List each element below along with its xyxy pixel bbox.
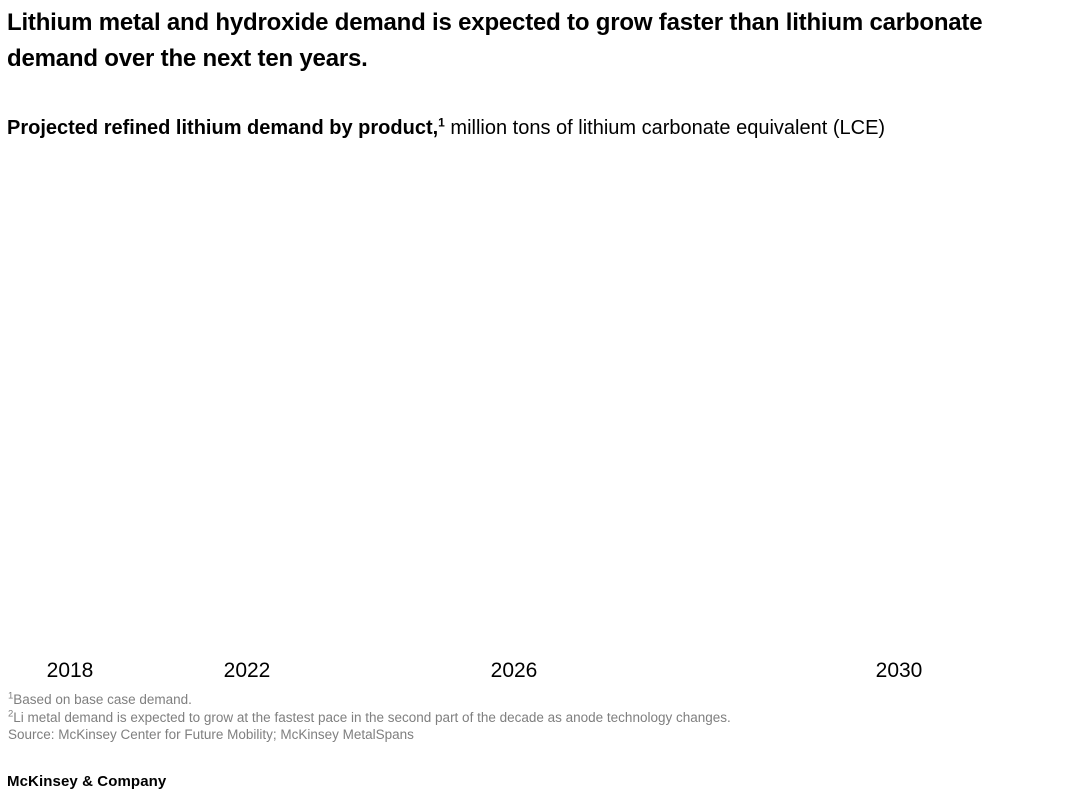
subtitle-bold-text: Projected refined lithium demand by prod… xyxy=(7,117,439,139)
subtitle-units-text: million tons of lithium carbonate equiva… xyxy=(444,117,886,139)
footnote-2: 2Li metal demand is expected to grow at … xyxy=(8,709,731,727)
subtitle-footnote-marker: 1 xyxy=(438,115,445,130)
chart-plot-area xyxy=(7,150,1073,655)
x-axis: 2018 2022 2026 2030 xyxy=(0,659,1080,685)
x-tick-2018: 2018 xyxy=(46,659,94,682)
x-tick-2026: 2026 xyxy=(490,659,538,682)
x-tick-2030: 2030 xyxy=(875,659,923,682)
exhibit-title: Lithium metal and hydroxide demand is ex… xyxy=(7,9,983,72)
exhibit-subtitle: Projected refined lithium demand by prod… xyxy=(7,114,1067,142)
footnote-1: 1Based on base case demand. xyxy=(8,691,731,709)
footnotes-block: 1Based on base case demand. 2Li metal de… xyxy=(8,691,731,744)
footnote-2-marker: 2 xyxy=(8,708,14,720)
mckinsey-wordmark: McKinsey & Company xyxy=(7,773,167,790)
footnote-1-marker: 1 xyxy=(8,690,14,702)
source-line: Source: McKinsey Center for Future Mobil… xyxy=(8,727,414,743)
x-tick-2022: 2022 xyxy=(223,659,271,682)
footnote-2-text: Li metal demand is expected to grow at t… xyxy=(13,709,731,725)
footnote-1-text: Based on base case demand. xyxy=(13,692,192,707)
